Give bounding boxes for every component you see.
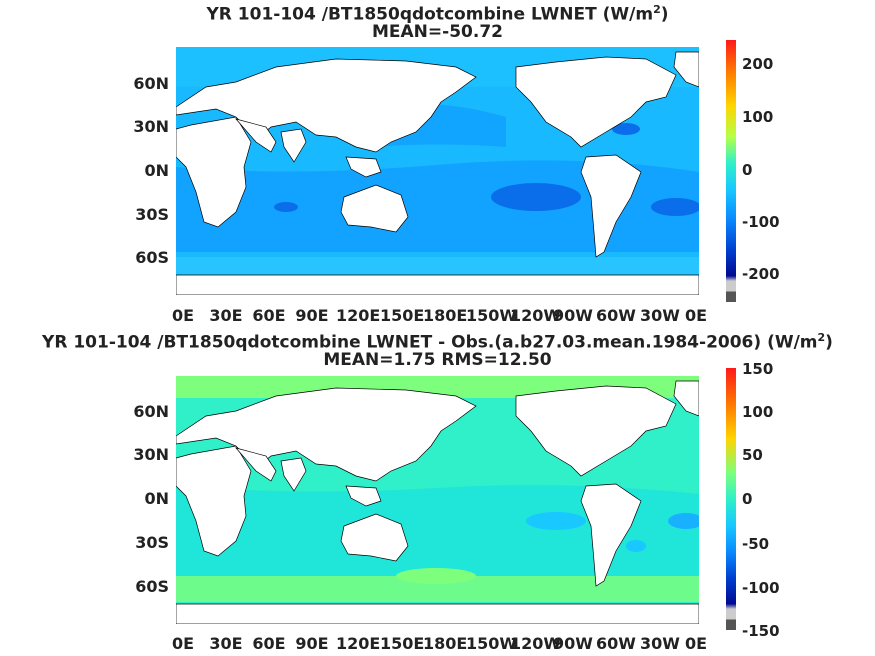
- panel2-subtitle: MEAN=1.75 RMS=12.50: [323, 350, 552, 370]
- panel1-ytick: 30S: [135, 205, 169, 224]
- panel1-xtick: 0E: [171, 306, 195, 325]
- panel1-xtick: 90E: [295, 306, 329, 325]
- panel2-map: [175, 375, 700, 625]
- panel2-xtick: 180E: [423, 634, 468, 653]
- panel2-xtick: 30E: [209, 634, 243, 653]
- panel2-xtick: 0E: [684, 634, 708, 653]
- panel2-xtick: 120W: [510, 634, 562, 653]
- panel1-xtick: 60E: [252, 306, 286, 325]
- panel1-xtick: 120W: [510, 306, 562, 325]
- panel1-xtick: 180E: [423, 306, 468, 325]
- panel1-map: [175, 46, 700, 296]
- panel1-xtick: 60W: [596, 306, 636, 325]
- panel1-cbar-tick: -200: [742, 265, 780, 283]
- panel2-cbar-tick: -100: [742, 579, 780, 597]
- panel1-xtick: 120E: [336, 306, 381, 325]
- panel2-cbar-tick: 0: [742, 490, 753, 508]
- panel2-ytick: 60N: [133, 402, 169, 421]
- panel2-cbar-tick: 50: [742, 446, 763, 464]
- panel2-cbar-tick: -150: [742, 622, 780, 640]
- panel1-cbar-tick: 0: [742, 161, 753, 179]
- panel2-xtick: 60W: [596, 634, 636, 653]
- panel2-cbar-tick: 150: [742, 360, 774, 378]
- panel2-xtick: 90W: [553, 634, 593, 653]
- panel1-cbar-tick: 200: [742, 55, 774, 73]
- panel2-xtick: 150E: [380, 634, 425, 653]
- panel2-xtick: 0E: [171, 634, 195, 653]
- panel2-colorbar: [726, 368, 736, 630]
- panel2-cbar-tick: -50: [742, 535, 770, 553]
- panel1-xtick: 30W: [640, 306, 680, 325]
- panel2-ytick: 60S: [135, 577, 169, 596]
- panel2-xtick: 150W: [466, 634, 518, 653]
- panel1-ytick: 30N: [133, 117, 169, 136]
- panel1-colorbar: [726, 40, 736, 302]
- panel2-xtick: 30W: [640, 634, 680, 653]
- panel1-cbar-tick: -100: [742, 213, 780, 231]
- panel1-subtitle: MEAN=-50.72: [372, 22, 503, 42]
- panel1-ytick: 0N: [144, 161, 169, 180]
- panel2-ytick: 30S: [135, 533, 169, 552]
- panel2-cbar-tick: 100: [742, 403, 774, 421]
- panel1-ytick: 60S: [135, 248, 169, 267]
- panel1-xtick: 150W: [466, 306, 518, 325]
- panel1-xtick: 150E: [380, 306, 425, 325]
- panel2-ytick: 30N: [133, 445, 169, 464]
- panel2-xtick: 60E: [252, 634, 286, 653]
- panel1-title: YR 101-104 /BT1850qdotcombine LWNET (W/m…: [206, 3, 669, 25]
- panel1-xtick: 90W: [553, 306, 593, 325]
- panel1-xtick: 0E: [684, 306, 708, 325]
- panel1-cbar-tick: 100: [742, 108, 774, 126]
- panel2-xtick: 90E: [295, 634, 329, 653]
- panel2-title: YR 101-104 /BT1850qdotcombine LWNET - Ob…: [42, 331, 833, 353]
- panel2-ytick: 0N: [144, 489, 169, 508]
- panel1-ytick: 60N: [133, 74, 169, 93]
- panel1-xtick: 30E: [209, 306, 243, 325]
- panel2-xtick: 120E: [336, 634, 381, 653]
